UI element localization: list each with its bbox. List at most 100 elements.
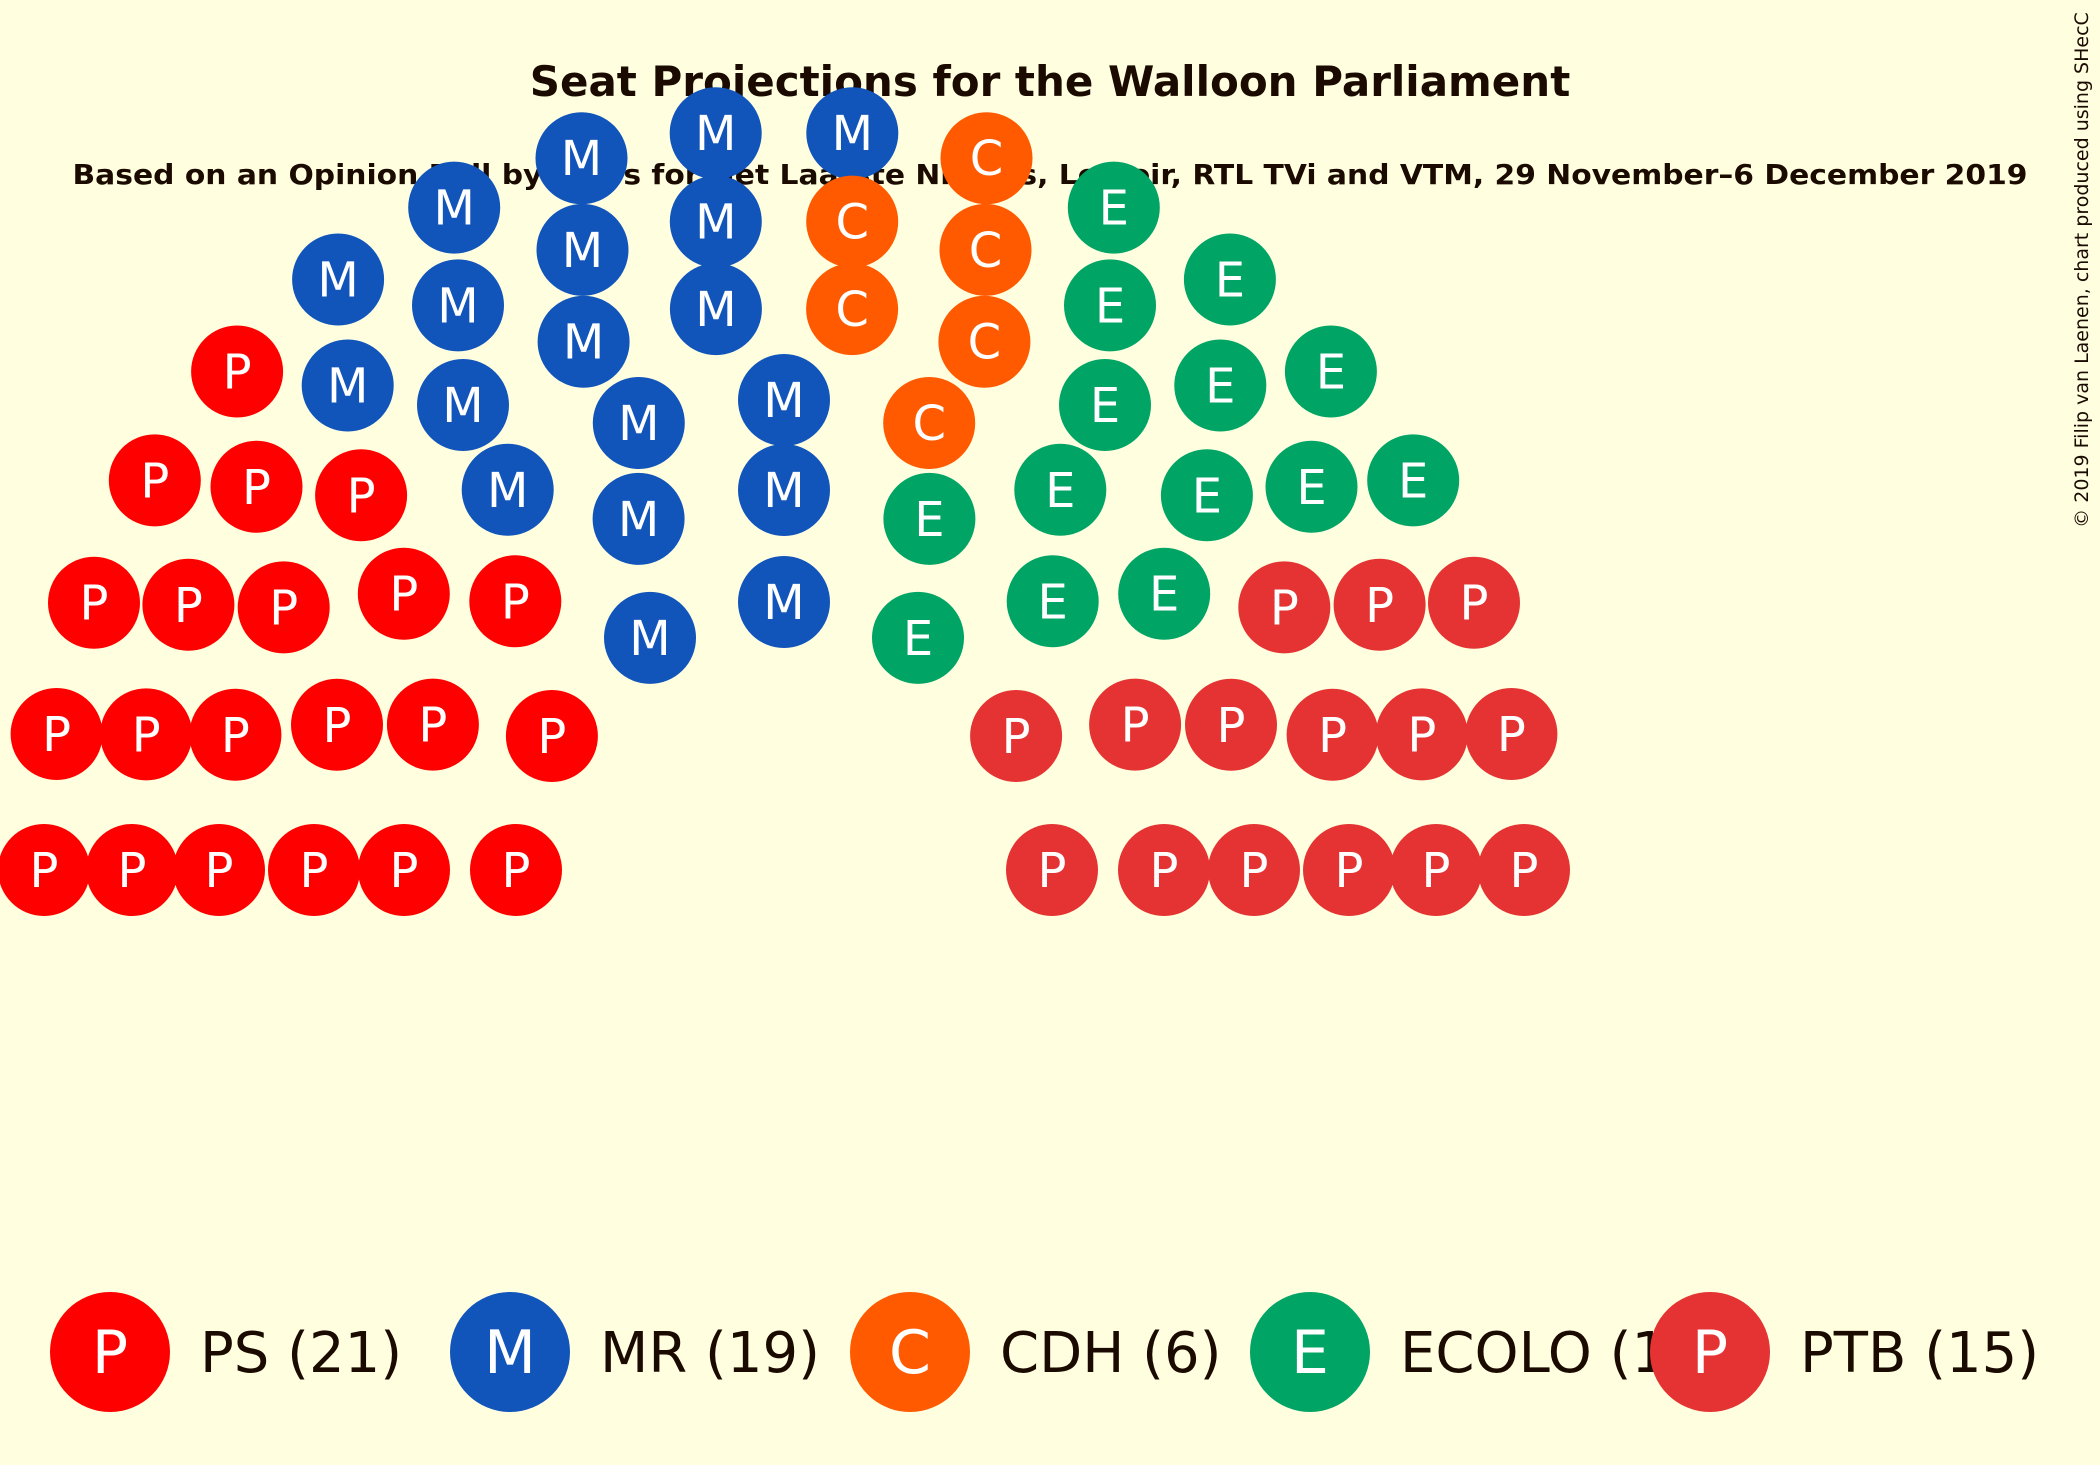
seat-mr: M <box>592 472 685 565</box>
seat-ps: P <box>386 678 479 771</box>
seat-letter: P <box>1422 843 1451 899</box>
seat-ps: P <box>358 824 450 916</box>
seat-letter: M <box>563 315 604 371</box>
seat-letter: P <box>1407 707 1436 763</box>
seat-letter: M <box>618 492 659 548</box>
seat-letter: P <box>502 843 531 899</box>
seat-letter: E <box>1316 345 1346 401</box>
seat-letter: P <box>140 453 169 509</box>
seat-letter: P <box>347 468 376 524</box>
seat-circle <box>1390 824 1482 916</box>
seat-ecolo: E <box>1284 325 1377 418</box>
seat-ps: P <box>189 688 282 781</box>
seat-circle <box>1067 161 1160 254</box>
seat-mr: M <box>738 444 830 536</box>
seat-circle <box>173 824 265 916</box>
seat-circle <box>738 556 830 648</box>
seat-letter: P <box>269 580 298 636</box>
legend-swatch-letter: M <box>484 1318 536 1388</box>
seat-letter: P <box>1335 843 1364 899</box>
seat-ecolo: E <box>1014 443 1107 536</box>
seat-letter: E <box>1205 359 1235 415</box>
seat-letter: C <box>969 223 1003 279</box>
seat-circle <box>940 112 1033 205</box>
seat-ps: P <box>210 440 303 533</box>
legend-label: CDH (6) <box>1000 1321 1221 1386</box>
seat-circle <box>669 87 762 180</box>
seat-circle <box>1160 449 1253 542</box>
legend-item-ecolo: ECOLO (14)E <box>1250 1292 1725 1412</box>
seat-circle <box>1014 443 1107 536</box>
legend-label: PTB (15) <box>1800 1321 2039 1386</box>
seat-letter: C <box>912 396 946 452</box>
seat-circle <box>315 449 408 542</box>
seat-mr: M <box>592 377 685 469</box>
seat-letter: P <box>205 843 234 899</box>
seat-ps: P <box>291 678 383 771</box>
seat-circle <box>738 354 830 446</box>
seat-circle <box>237 561 330 654</box>
seat-letter: M <box>561 131 602 187</box>
seat-ps: P <box>191 325 284 418</box>
seat-letter: E <box>1149 567 1179 623</box>
seat-circle <box>1284 325 1377 418</box>
seat-circle <box>210 440 303 533</box>
seat-ecolo: E <box>1160 449 1253 542</box>
seat-ps: P <box>108 434 201 527</box>
legend-swatch-letter: E <box>1291 1318 1329 1388</box>
seat-mr: M <box>806 87 899 180</box>
seat-circle <box>1333 558 1426 651</box>
seat-letter: M <box>763 575 804 631</box>
seat-letter: P <box>1365 578 1394 634</box>
seat-ecolo: E <box>1367 434 1460 527</box>
seat-cdh: C <box>939 203 1032 296</box>
seat-letter: M <box>695 282 736 338</box>
seat-circle <box>469 555 562 648</box>
seat-ps: P <box>268 824 360 916</box>
seat-mr: M <box>301 339 394 432</box>
seat-circle <box>10 688 103 780</box>
seat-letter: E <box>1090 378 1120 434</box>
seat-letter: P <box>1150 843 1179 899</box>
seat-letter: M <box>629 611 670 667</box>
seat-circle <box>1174 339 1267 432</box>
seat-circle <box>1428 556 1520 649</box>
seat-ps: P <box>100 688 193 781</box>
seat-circle <box>108 434 201 527</box>
seat-ps: P <box>357 547 450 640</box>
seat-circle <box>806 175 899 268</box>
seat-circle <box>970 690 1063 782</box>
seat-circle <box>592 472 685 565</box>
seat-letter: P <box>42 707 71 763</box>
seat-circle <box>191 325 284 418</box>
seat-circle <box>189 688 282 781</box>
seat-letter: C <box>968 315 1002 371</box>
seat-ptb: P <box>1006 824 1098 916</box>
seat-letter: P <box>390 843 419 899</box>
seat-circle <box>536 203 629 296</box>
seat-ecolo: E <box>1265 440 1358 533</box>
seat-letter: P <box>389 567 418 623</box>
seat-letter: E <box>1398 453 1428 509</box>
seat-letter: M <box>327 359 368 415</box>
seat-circle <box>1118 547 1211 640</box>
seat-letter: M <box>763 373 804 429</box>
seat-letter: C <box>835 282 869 338</box>
seat-circle <box>505 690 598 782</box>
seat-letter: M <box>832 106 873 162</box>
seat-letter: P <box>242 460 271 516</box>
seat-ptb: P <box>970 690 1063 782</box>
seat-ecolo: E <box>883 472 976 565</box>
seat-letter: P <box>323 698 352 754</box>
seat-circle <box>1375 688 1468 781</box>
seat-ptb: P <box>1089 678 1182 771</box>
seat-ps: P <box>142 558 235 651</box>
seat-ptb: P <box>1303 824 1395 916</box>
seat-circle <box>1208 824 1300 916</box>
seat-circle <box>1265 440 1358 533</box>
seat-ps: P <box>0 824 90 916</box>
seat-mr: M <box>408 161 501 254</box>
seat-cdh: C <box>940 112 1033 205</box>
chart-subtitle: Based on an Opinion Poll by Ipsos for He… <box>73 158 2028 191</box>
